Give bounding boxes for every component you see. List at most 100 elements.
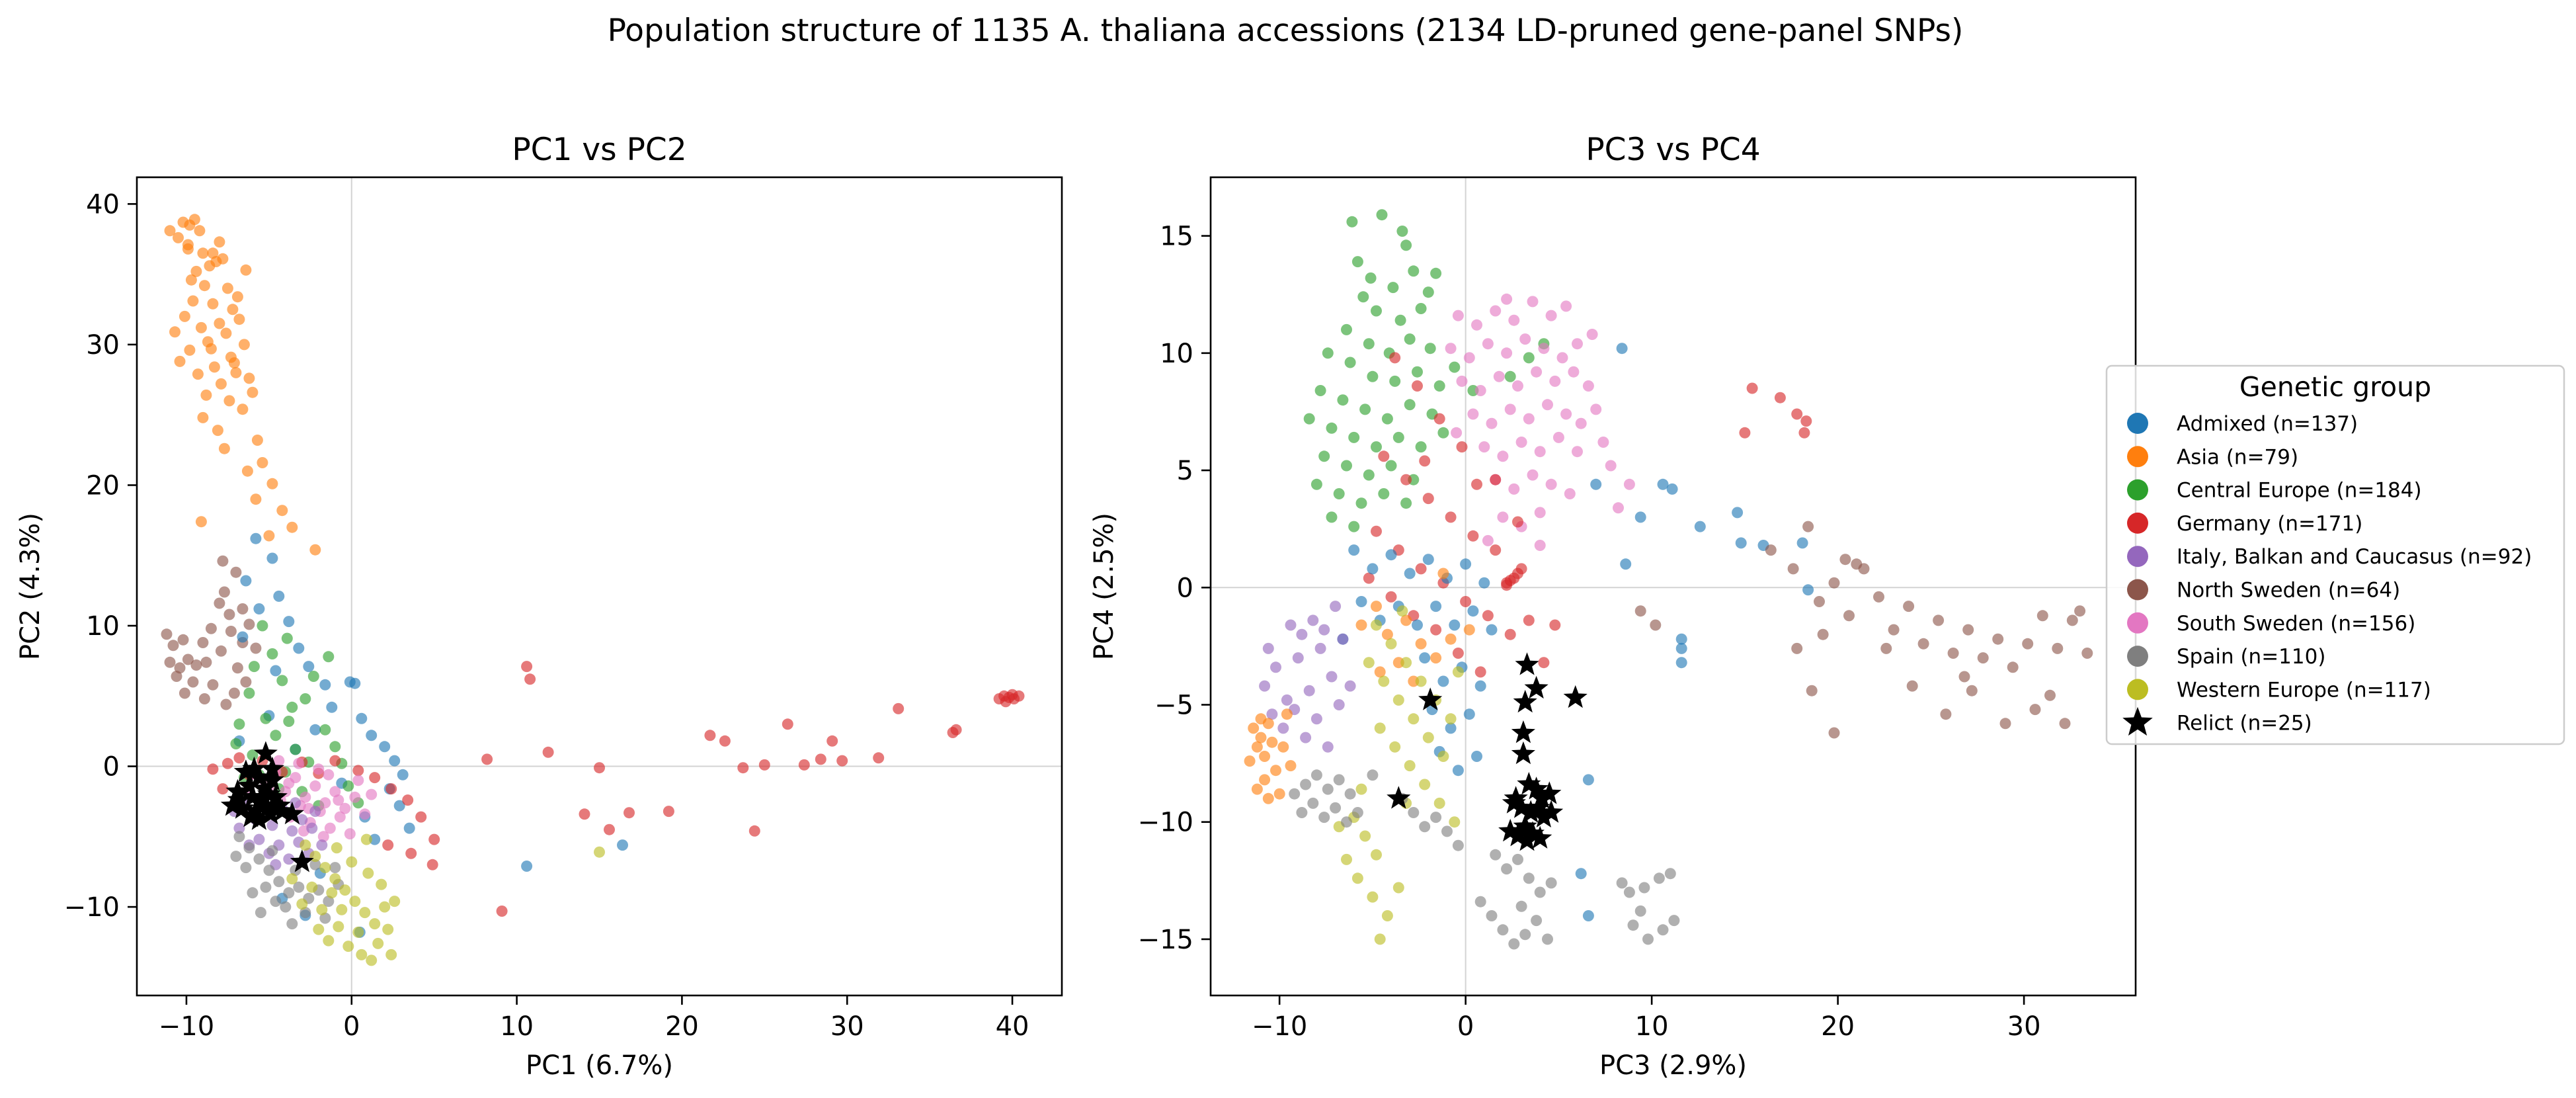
scatter-point-ger [521, 661, 533, 673]
scatter-point-ssw [1572, 338, 1583, 350]
scatter-point-admixed [1666, 483, 1678, 495]
scatter-point-weu [1419, 779, 1431, 790]
relict-star-point [1498, 818, 1523, 842]
scatter-point-asia [1400, 614, 1412, 626]
legend-marker-ssw [2127, 612, 2148, 634]
legend-label-ibc: Italy, Balkan and Caucasus (n=92) [2177, 545, 2532, 569]
scatter-point-ceu [1363, 338, 1375, 350]
scatter-point-admixed [521, 861, 533, 872]
scatter-point-ger [1501, 579, 1513, 591]
scatter-point-ibc [1266, 708, 1278, 720]
scatter-point-ibc [1300, 732, 1312, 743]
legend-title: Genetic group [2239, 371, 2431, 403]
scatter-point-ceu [1314, 385, 1326, 396]
y-tick-label-pc3-pc4: 10 [1160, 339, 1193, 369]
scatter-point-admixed [326, 701, 338, 713]
scatter-point-ger [369, 772, 381, 784]
legend-frame [2105, 364, 2565, 745]
scatter-point-asia [1374, 666, 1386, 678]
relict-star-point [1513, 814, 1537, 837]
y-axis-label-pc2: PC2 (4.3%) [15, 513, 46, 660]
y-tick-label-pc3-pc4: 0 [1177, 573, 1193, 603]
relict-star-point [255, 796, 280, 819]
scatter-point-admixed [270, 665, 282, 677]
scatter-point-ssw [1556, 352, 1568, 364]
scatter-point-admixed [250, 532, 262, 544]
scatter-point-weu [385, 949, 397, 960]
scatter-point-nsw [231, 662, 243, 674]
x-tick-label-pc3-pc4: 10 [1635, 1011, 1669, 1042]
scatter-point-nsw [1940, 708, 1952, 720]
scatter-point-weu [300, 839, 311, 851]
scatter-point-admixed [1367, 563, 1379, 575]
scatter-point-ceu [1365, 272, 1377, 284]
scatter-point-weu [1452, 666, 1464, 678]
relict-star-point [227, 787, 251, 810]
scatter-point-admixed [1478, 577, 1490, 589]
legend-entry-asia: Asia (n=79) [2127, 445, 2298, 469]
scatter-point-ceu [1387, 282, 1399, 294]
y-tick-label-pc3-pc4: 5 [1177, 456, 1193, 486]
scatter-point-ssw [1545, 310, 1557, 321]
scatter-point-spain [273, 876, 285, 888]
relict-star-point [220, 793, 245, 816]
scatter-point-admixed [397, 769, 409, 781]
scatter-point-ger [402, 794, 414, 806]
scatter-point-nsw [190, 659, 202, 671]
scatter-point-ssw [1467, 408, 1479, 420]
scatter-point-ssw [1451, 427, 1463, 439]
scatter-point-ceu [286, 701, 298, 713]
scatter-point-ssw [319, 797, 331, 809]
scatter-point-ger [704, 730, 716, 741]
scatter-point-ssw [1523, 413, 1535, 425]
scatter-point-ssw [1478, 441, 1490, 453]
series-ger-pc1-pc2 [207, 661, 1025, 917]
scatter-point-ger [1378, 450, 1390, 462]
scatter-point-weu [1392, 694, 1404, 706]
pc3-pc4-panel: PC3 vs PC4 PC3 (2.9%) PC4 (2.5%) −10 0 10 2… [1089, 132, 2137, 1081]
scatter-point-ssw [1623, 478, 1635, 490]
scatter-point-ibc [1285, 619, 1297, 631]
x-tick-label-pc1-pc2: 40 [996, 1011, 1029, 1042]
scatter-point-ger [1739, 427, 1751, 439]
scatter-point-ger [496, 906, 508, 917]
series-ibc-pc3-pc4 [1259, 601, 1356, 753]
scatter-point-weu [1374, 933, 1386, 945]
legend-label-nsw: North Sweden (n=64) [2177, 579, 2400, 603]
scatter-point-nsw [177, 634, 189, 646]
scatter-point-weu [1385, 638, 1397, 650]
legend-marker-ger [2127, 512, 2148, 534]
relict-star-point [1418, 687, 1443, 710]
scatter-point-nsw [1843, 610, 1855, 622]
scatter-point-ceu [1433, 380, 1445, 392]
scatter-point-weu [1389, 741, 1401, 753]
scatter-point-admixed [1355, 596, 1367, 607]
scatter-point-asia [190, 265, 202, 277]
scatter-point-nsw [1791, 642, 1803, 654]
scatter-point-spain [1531, 915, 1543, 927]
scatter-point-asia [238, 339, 250, 351]
scatter-point-spain [1638, 882, 1650, 894]
scatter-point-ssw [1501, 293, 1513, 305]
scatter-point-weu [309, 851, 321, 863]
scatter-point-asia [195, 321, 207, 333]
scatter-point-nsw [171, 671, 182, 682]
scatter-point-nsw [2052, 642, 2064, 654]
scatter-point-asia [205, 343, 217, 355]
scatter-point-ceu [342, 780, 354, 792]
scatter-point-ceu [307, 671, 319, 682]
legend-entries: Admixed (n=137) Asia (n=79) Central Europe… [2122, 412, 2532, 736]
scatter-point-asia [195, 516, 207, 528]
scatter-point-ssw [1482, 338, 1494, 350]
x-tick-label-pc1-pc2: 20 [665, 1011, 699, 1042]
scatter-point-asia [208, 361, 220, 373]
scatter-point-asia [231, 291, 243, 303]
scatter-point-spain [1341, 816, 1352, 828]
scatter-point-ger [782, 718, 793, 730]
scatter-point-ibc [266, 820, 278, 831]
scatter-point-ceu [1318, 450, 1330, 462]
scatter-point-asia [174, 355, 186, 367]
scatter-point-weu [316, 904, 328, 915]
scatter-point-ger [594, 762, 605, 774]
scatter-point-spain [1653, 872, 1665, 884]
